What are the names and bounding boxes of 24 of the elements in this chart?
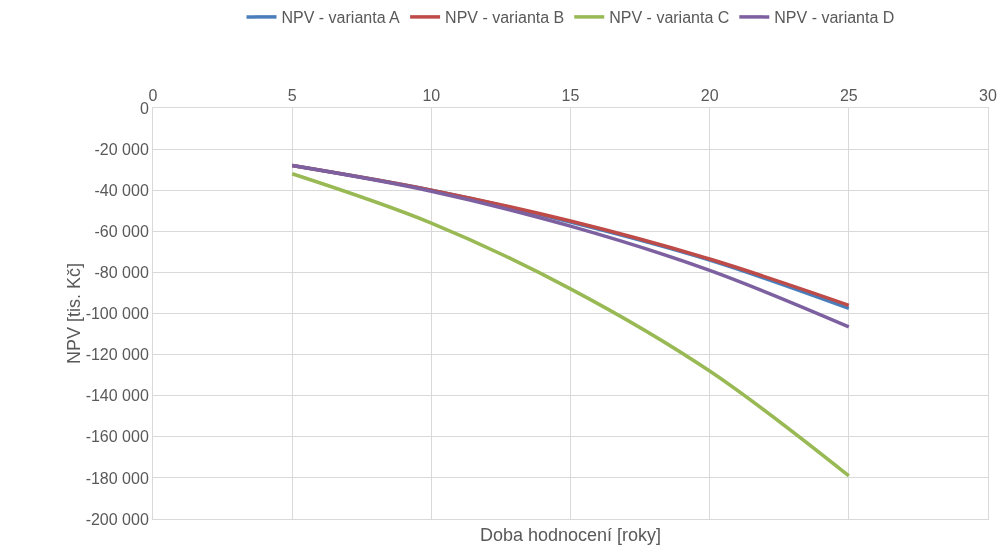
y-tick-label: -160 000 [85, 428, 149, 446]
y-tick-label: -60 000 [94, 222, 149, 240]
legend-label: NPV - varianta D [774, 9, 895, 27]
x-tick-label: 10 [422, 86, 441, 104]
legend-label: NPV - varianta B [445, 9, 565, 27]
y-tick-label: -20 000 [94, 140, 149, 158]
y-tick-label: -40 000 [94, 181, 149, 199]
x-tick-label: 15 [561, 86, 580, 104]
y-tick-label: -80 000 [94, 264, 149, 281]
x-tick-label: 30 [979, 86, 997, 104]
line-series [290, 172, 851, 478]
legend-label: NPV - varianta A [281, 9, 401, 27]
y-axis-title: NPV [tis. Kč] [63, 262, 84, 365]
legend-label: NPV - varianta C [609, 9, 730, 27]
x-tick-label: 5 [287, 86, 297, 104]
x-axis-title: Doba hodnocení [roky] [480, 525, 662, 545]
x-tick-label: 25 [839, 86, 858, 104]
y-tick-label: -100 000 [85, 305, 149, 323]
y-tick-label: -120 000 [85, 346, 149, 364]
y-tick-label: -140 000 [85, 387, 149, 405]
y-tick-label: 0 [139, 99, 149, 117]
y-tick-label: -200 000 [85, 510, 149, 528]
x-tick-label: 20 [700, 86, 719, 104]
y-tick-label: -180 000 [85, 469, 149, 487]
